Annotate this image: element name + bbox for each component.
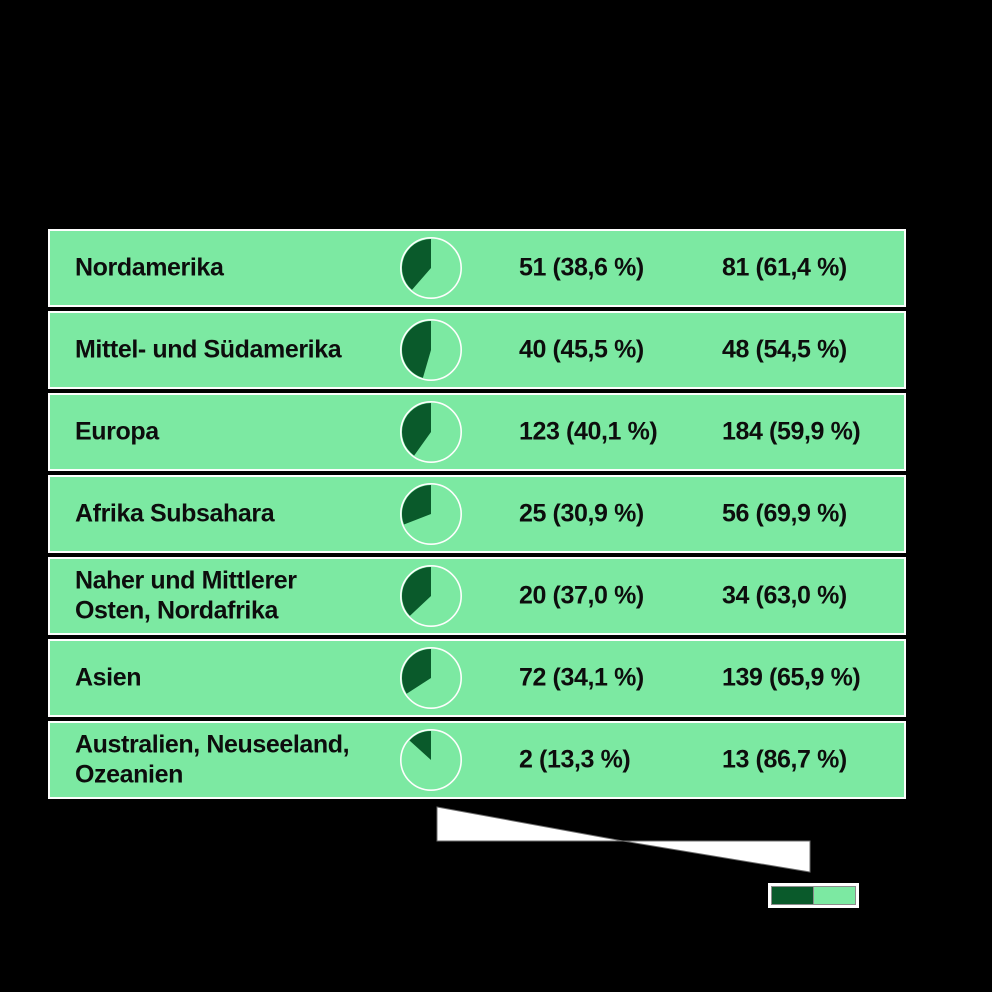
region-label: Afrika Subsahara xyxy=(75,499,275,528)
region-label: Australien, Neuseeland, Ozeanien xyxy=(75,730,350,789)
increasing-wedge-shape xyxy=(622,840,811,873)
legend-swatch-light xyxy=(814,887,855,904)
dark-value: 123 (40,1 %) xyxy=(519,417,658,446)
dark-value: 2 (13,3 %) xyxy=(519,745,631,774)
pie-chart xyxy=(399,400,463,464)
light-value: 184 (59,9 %) xyxy=(722,417,861,446)
legend-swatch-dark xyxy=(772,887,814,904)
table-row: Afrika Subsahara 25 (30,9 %) 56 (69,9 %) xyxy=(48,475,906,553)
table-row: Mittel- und Südamerika 40 (45,5 %) 48 (5… xyxy=(48,311,906,389)
pie-chart xyxy=(399,482,463,546)
pie-chart xyxy=(399,564,463,628)
light-value: 48 (54,5 %) xyxy=(722,335,847,364)
region-label: Asien xyxy=(75,663,142,692)
dark-value: 72 (34,1 %) xyxy=(519,663,644,692)
table-row: Europa 123 (40,1 %) 184 (59,9 %) xyxy=(48,393,906,471)
dark-value: 20 (37,0 %) xyxy=(519,581,644,610)
region-label: Naher und Mittlerer Osten, Nordafrika xyxy=(75,566,297,625)
legend-swatches xyxy=(771,886,856,905)
table-row: Nordamerika 51 (38,6 %) 81 (61,4 %) xyxy=(48,229,906,307)
region-table: Nordamerika 51 (38,6 %) 81 (61,4 %) Mitt… xyxy=(48,229,906,803)
legend xyxy=(768,883,859,908)
light-value: 13 (86,7 %) xyxy=(722,745,847,774)
decreasing-wedge-shape xyxy=(436,806,624,842)
table-row: Australien, Neuseeland, Ozeanien 2 (13,3… xyxy=(48,721,906,799)
table-row: Asien 72 (34,1 %) 139 (65,9 %) xyxy=(48,639,906,717)
pie-chart xyxy=(399,646,463,710)
pie-chart xyxy=(399,728,463,792)
light-value: 56 (69,9 %) xyxy=(722,499,847,528)
scale-wedges-graphic xyxy=(436,806,811,873)
region-label: Europa xyxy=(75,417,159,446)
dark-value: 40 (45,5 %) xyxy=(519,335,644,364)
region-label: Mittel- und Südamerika xyxy=(75,335,342,364)
light-value: 81 (61,4 %) xyxy=(722,253,847,282)
light-value: 34 (63,0 %) xyxy=(722,581,847,610)
light-value: 139 (65,9 %) xyxy=(722,663,861,692)
pie-chart xyxy=(399,318,463,382)
dark-value: 25 (30,9 %) xyxy=(519,499,644,528)
pie-chart xyxy=(399,236,463,300)
table-row: Naher und Mittlerer Osten, Nordafrika 20… xyxy=(48,557,906,635)
dark-value: 51 (38,6 %) xyxy=(519,253,644,282)
region-label: Nordamerika xyxy=(75,253,224,282)
